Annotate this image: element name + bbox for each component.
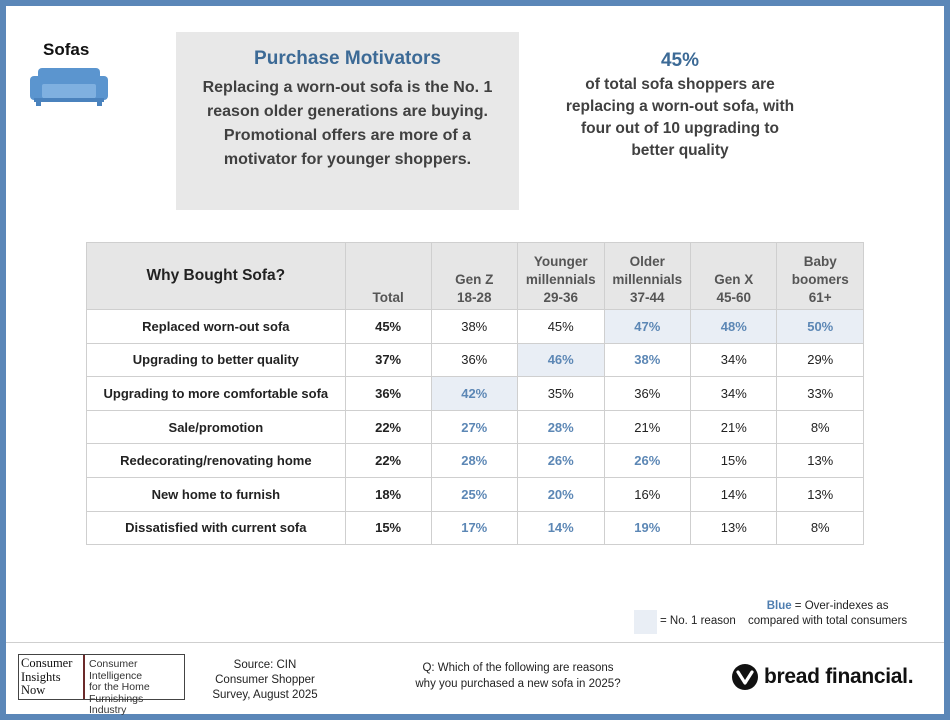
stat-value: 45% bbox=[660, 50, 700, 71]
column-header: Total bbox=[344, 242, 432, 310]
total-cell: 36% bbox=[344, 376, 432, 411]
value-cell: 26% bbox=[603, 443, 692, 478]
value-cell: 45% bbox=[516, 309, 605, 344]
summary-body: Replacing a worn-out sofa is the No. 1 r… bbox=[202, 79, 493, 168]
value-cell: 48% bbox=[690, 309, 778, 344]
column-header: Gen Z 18-28 bbox=[430, 242, 518, 310]
summary-heading: Purchase Motivators bbox=[254, 48, 441, 69]
value-cell: 17% bbox=[430, 510, 518, 546]
table-row: New home to furnish 18% 25% 20% 16% 14% 13% bbox=[86, 476, 864, 512]
total-cell: 18% bbox=[344, 476, 432, 512]
value-cell: 13% bbox=[690, 510, 778, 546]
value-cell: 28% bbox=[430, 443, 518, 478]
legend-blue-line2: compared with total consumers bbox=[748, 615, 908, 627]
table-row: Sale/promotion 22% 27% 28% 21% 21% 8% bbox=[86, 409, 864, 445]
value-cell: 14% bbox=[516, 510, 605, 546]
legend-overindex: Blue = Over-indexes as compared with tot… bbox=[748, 599, 907, 629]
slide: Sofas Purchase Motivators Replacing a wo… bbox=[6, 6, 944, 716]
stat-callout: 45% of total sofa shoppers are replacing… bbox=[562, 50, 798, 162]
legend-blue-word: Blue bbox=[766, 600, 792, 612]
footer-divider bbox=[6, 642, 944, 643]
column-header: Baby boomers 61+ bbox=[776, 242, 864, 310]
value-cell: 14% bbox=[690, 476, 778, 512]
value-cell: 20% bbox=[516, 476, 605, 512]
summary-box: Purchase Motivators Replacing a worn-out… bbox=[176, 32, 519, 210]
value-cell: 34% bbox=[690, 376, 778, 411]
value-cell: 19% bbox=[603, 510, 692, 546]
value-cell: 25% bbox=[430, 476, 518, 512]
cin-logo: Consumer Insights Now Consumer Intellige… bbox=[18, 654, 185, 716]
reason-cell: New home to furnish bbox=[86, 476, 346, 512]
value-cell: 27% bbox=[430, 409, 518, 445]
value-cell: 33% bbox=[776, 376, 864, 411]
total-cell: 45% bbox=[344, 309, 432, 344]
question-header: Why Bought Sofa? bbox=[86, 242, 346, 310]
value-cell: 29% bbox=[776, 342, 864, 378]
value-cell: 46% bbox=[516, 342, 605, 378]
source-note: Source: CIN Consumer Shopper Survey, Aug… bbox=[212, 659, 318, 701]
value-cell: 28% bbox=[516, 409, 605, 445]
legend-no1-label: = No. 1 reason bbox=[660, 615, 736, 627]
reason-cell: Sale/promotion bbox=[86, 409, 346, 445]
value-cell: 8% bbox=[776, 510, 864, 546]
value-cell: 35% bbox=[516, 376, 605, 411]
reason-cell: Replaced worn-out sofa bbox=[86, 309, 346, 344]
value-cell: 38% bbox=[430, 309, 518, 344]
table-row: Upgrading to more comfortable sofa 36% 42%… bbox=[86, 376, 864, 411]
legend-no1-swatch bbox=[634, 610, 657, 634]
column-header: Older millennials 37-44 bbox=[603, 242, 692, 310]
bread-logo-wordmark: bread financial. bbox=[764, 665, 914, 688]
table-row: Dissatisfied with current sofa 15% 17% 14% 1… bbox=[86, 510, 864, 546]
value-cell: 36% bbox=[430, 342, 518, 378]
value-cell: 36% bbox=[603, 376, 692, 411]
table-row: Replaced worn-out sofa 45% 38% 45% 47% 48% 50% bbox=[86, 309, 864, 344]
total-cell: 15% bbox=[344, 510, 432, 546]
legend-blue-rest: = Over-indexes as bbox=[791, 600, 889, 612]
bread-logo-mark-icon bbox=[732, 664, 758, 690]
reason-cell: Upgrading to more comfortable sofa bbox=[86, 376, 346, 411]
reason-cell: Redecorating/renovating home bbox=[86, 443, 346, 478]
bread-financial-logo: bread financial. bbox=[732, 664, 914, 690]
value-cell: 38% bbox=[603, 342, 692, 378]
column-header: Younger millennials 29-36 bbox=[516, 242, 605, 310]
value-cell: 47% bbox=[603, 309, 692, 344]
survey-question: Q: Which of the following are reasons wh… bbox=[415, 662, 621, 690]
table-row: Upgrading to better quality 37% 36% 46% 38% 3… bbox=[86, 342, 864, 378]
total-cell: 22% bbox=[344, 443, 432, 478]
total-cell: 37% bbox=[344, 342, 432, 378]
value-cell: 13% bbox=[776, 476, 864, 512]
value-cell: 13% bbox=[776, 443, 864, 478]
reason-cell: Upgrading to better quality bbox=[86, 342, 346, 378]
value-cell: 21% bbox=[690, 409, 778, 445]
total-cell: 22% bbox=[344, 409, 432, 445]
cin-logo-wordmark: Consumer Insights Now bbox=[19, 655, 85, 699]
cin-logo-tagline: Consumer Intelligence for the Home Furni… bbox=[89, 658, 150, 716]
reasons-table: Why Bought Sofa? Total Gen Z 18-28 Younge… bbox=[86, 242, 864, 546]
value-cell: 16% bbox=[603, 476, 692, 512]
value-cell: 21% bbox=[603, 409, 692, 445]
value-cell: 15% bbox=[690, 443, 778, 478]
value-cell: 50% bbox=[776, 309, 864, 344]
table-header-row: Why Bought Sofa? Total Gen Z 18-28 Younge… bbox=[86, 242, 864, 310]
value-cell: 42% bbox=[430, 376, 518, 411]
reason-cell: Dissatisfied with current sofa bbox=[86, 510, 346, 546]
column-header: Gen X 45-60 bbox=[690, 242, 778, 310]
category-title: Sofas bbox=[43, 40, 90, 59]
stat-description: of total sofa shoppers are replacing a w… bbox=[565, 76, 795, 159]
value-cell: 26% bbox=[516, 443, 605, 478]
table-row: Redecorating/renovating home 22% 28% 26% 26%… bbox=[86, 443, 864, 478]
value-cell: 8% bbox=[776, 409, 864, 445]
sofa-icon bbox=[30, 68, 108, 106]
value-cell: 34% bbox=[690, 342, 778, 378]
